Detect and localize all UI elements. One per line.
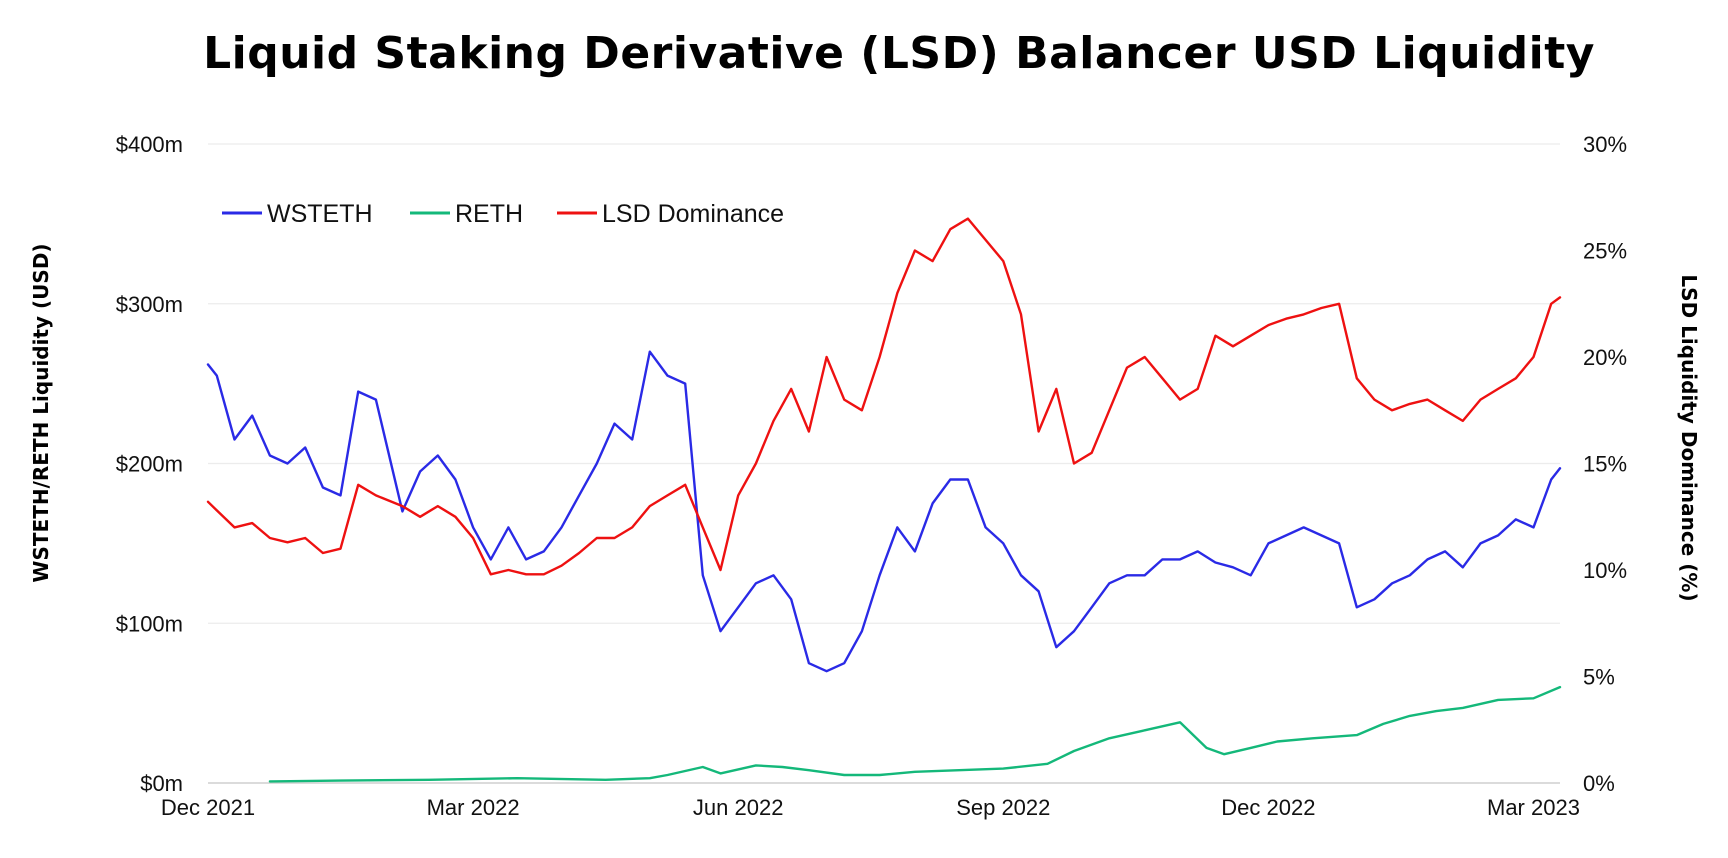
y-axis-title: WSTETH/RETH Liquidity (USD) [29, 243, 53, 582]
series-line-reth [268, 685, 1562, 783]
series-line-lsd-dominance [206, 217, 1562, 576]
y2-tick-label: 10% [1583, 558, 1627, 583]
legend-item: RETH [410, 200, 523, 228]
y2-axis-tick-labels: 0% 5% 10% 15% 20% 25% 30% [1583, 132, 1627, 796]
x-tick-label: Mar 2023 [1487, 795, 1580, 820]
x-axis-tick-labels: Dec 2021 Mar 2022 Jun 2022 Sep 2022 Dec 2022… [161, 795, 1580, 820]
legend: WSTETH RETH LSD Dominance [222, 200, 784, 228]
y2-tick-label: 15% [1583, 452, 1627, 477]
chart-title: Liquid Staking Derivative (LSD) Balancer… [203, 28, 1595, 79]
series-line-wsteth [206, 350, 1562, 673]
x-tick-label: Jun 2022 [693, 795, 784, 820]
legend-label: WSTETH [267, 200, 373, 228]
series-lines [206, 217, 1562, 783]
y2-tick-label: 20% [1583, 345, 1627, 370]
y2-axis-title: LSD Liquidity Dominance (%) [1677, 274, 1701, 601]
y2-tick-label: 5% [1583, 665, 1615, 690]
y2-tick-label: 0% [1583, 771, 1615, 796]
x-tick-label: Mar 2022 [427, 795, 520, 820]
legend-item: LSD Dominance [557, 200, 784, 228]
y-axis-tick-labels: $0m $100m $200m $300m $400m [116, 132, 183, 796]
y2-tick-label: 25% [1583, 239, 1627, 264]
y-tick-label: $300m [116, 292, 183, 317]
x-tick-label: Dec 2022 [1221, 795, 1315, 820]
legend-label: LSD Dominance [602, 200, 784, 228]
y-tick-label: $200m [116, 452, 183, 477]
legend-label: RETH [455, 200, 523, 228]
x-tick-label: Dec 2021 [161, 795, 255, 820]
y-tick-label: $0m [140, 771, 183, 796]
y2-tick-label: 30% [1583, 132, 1627, 157]
y-tick-label: $100m [116, 611, 183, 636]
y-tick-label: $400m [116, 132, 183, 157]
x-tick-label: Sep 2022 [956, 795, 1050, 820]
gridlines [208, 143, 1560, 624]
legend-item: WSTETH [222, 200, 373, 228]
